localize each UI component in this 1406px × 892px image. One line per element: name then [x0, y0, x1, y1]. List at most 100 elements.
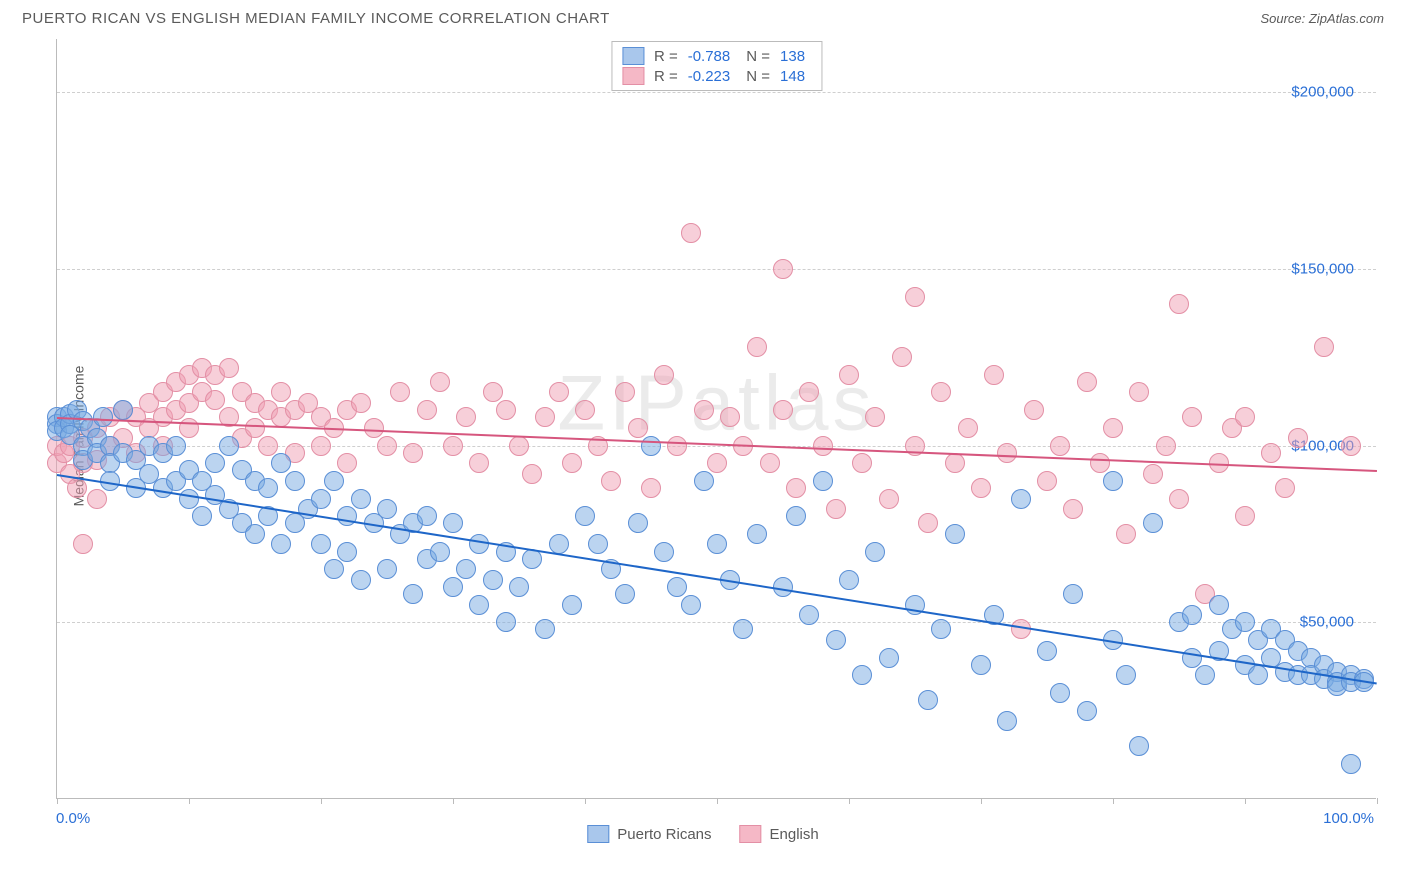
stats-row: R =-0.223N =148 [622, 66, 811, 86]
scatter-point [694, 471, 714, 491]
scatter-point [667, 577, 687, 597]
scatter-point [654, 365, 674, 385]
stats-r-label: R = [654, 48, 678, 65]
scatter-point [615, 382, 635, 402]
x-tick [1377, 798, 1378, 804]
scatter-point [905, 287, 925, 307]
scatter-point [258, 478, 278, 498]
scatter-point [918, 513, 938, 533]
scatter-point [456, 559, 476, 579]
x-tick [717, 798, 718, 804]
scatter-point [443, 436, 463, 456]
scatter-point [1037, 641, 1057, 661]
scatter-point [390, 382, 410, 402]
scatter-point [971, 478, 991, 498]
chart-container: Median Family Income ZIPatlas R =-0.788N… [10, 31, 1396, 841]
stats-r-value: -0.788 [688, 48, 731, 65]
legend-item: English [740, 825, 819, 843]
scatter-point [311, 534, 331, 554]
scatter-point [588, 534, 608, 554]
scatter-point [575, 400, 595, 420]
scatter-point [1182, 605, 1202, 625]
scatter-point [483, 382, 503, 402]
scatter-point [839, 570, 859, 590]
scatter-point [456, 407, 476, 427]
x-tick [189, 798, 190, 804]
scatter-point [205, 453, 225, 473]
scatter-point [403, 584, 423, 604]
scatter-point [1261, 443, 1281, 463]
scatter-point [852, 665, 872, 685]
scatter-point [562, 595, 582, 615]
scatter-point [337, 542, 357, 562]
scatter-point [813, 436, 833, 456]
scatter-point [747, 524, 767, 544]
scatter-point [377, 559, 397, 579]
scatter-point [1314, 337, 1334, 357]
scatter-point [1116, 524, 1136, 544]
scatter-point [852, 453, 872, 473]
scatter-point [271, 453, 291, 473]
scatter-point [1182, 648, 1202, 668]
scatter-point [417, 506, 437, 526]
scatter-point [1037, 471, 1057, 491]
scatter-point [575, 506, 595, 526]
scatter-point [1156, 436, 1176, 456]
scatter-point [351, 393, 371, 413]
y-tick-label: $200,000 [1291, 84, 1354, 101]
legend-swatch [587, 825, 609, 843]
legend-swatch [740, 825, 762, 843]
scatter-point [430, 372, 450, 392]
scatter-point [931, 619, 951, 639]
scatter-point [469, 453, 489, 473]
scatter-point [1248, 665, 1268, 685]
scatter-point [1275, 478, 1295, 498]
scatter-point [865, 407, 885, 427]
scatter-point [1288, 428, 1308, 448]
stats-n-label: N = [746, 68, 770, 85]
scatter-point [469, 534, 489, 554]
scatter-point [747, 337, 767, 357]
scatter-point [1341, 754, 1361, 774]
x-tick [1245, 798, 1246, 804]
scatter-point [93, 407, 113, 427]
scatter-point [958, 418, 978, 438]
y-tick-label: $150,000 [1291, 260, 1354, 277]
scatter-point [865, 542, 885, 562]
scatter-point [271, 534, 291, 554]
x-tick [1113, 798, 1114, 804]
scatter-point [469, 595, 489, 615]
scatter-point [733, 619, 753, 639]
scatter-point [324, 559, 344, 579]
stats-n-label: N = [746, 48, 770, 65]
scatter-point [417, 400, 437, 420]
scatter-point [192, 506, 212, 526]
scatter-point [483, 570, 503, 590]
scatter-point [1050, 436, 1070, 456]
scatter-point [1341, 436, 1361, 456]
x-tick [981, 798, 982, 804]
scatter-point [509, 577, 529, 597]
scatter-point [799, 605, 819, 625]
scatter-point [1182, 407, 1202, 427]
scatter-point [615, 584, 635, 604]
plot-area: ZIPatlas R =-0.788N =138R =-0.223N =148 … [56, 39, 1376, 799]
scatter-point [826, 499, 846, 519]
x-tick-label: 100.0% [1323, 810, 1374, 827]
scatter-point [1011, 489, 1031, 509]
scatter-point [879, 648, 899, 668]
scatter-point [931, 382, 951, 402]
legend-item: Puerto Ricans [587, 825, 711, 843]
scatter-point [337, 506, 357, 526]
scatter-point [549, 382, 569, 402]
scatter-point [1143, 513, 1163, 533]
gridline-h [57, 446, 1376, 447]
scatter-point [219, 436, 239, 456]
scatter-point [509, 436, 529, 456]
scatter-point [562, 453, 582, 473]
scatter-point [245, 524, 265, 544]
scatter-point [799, 382, 819, 402]
scatter-point [324, 471, 344, 491]
scatter-point [285, 471, 305, 491]
scatter-point [1235, 506, 1255, 526]
